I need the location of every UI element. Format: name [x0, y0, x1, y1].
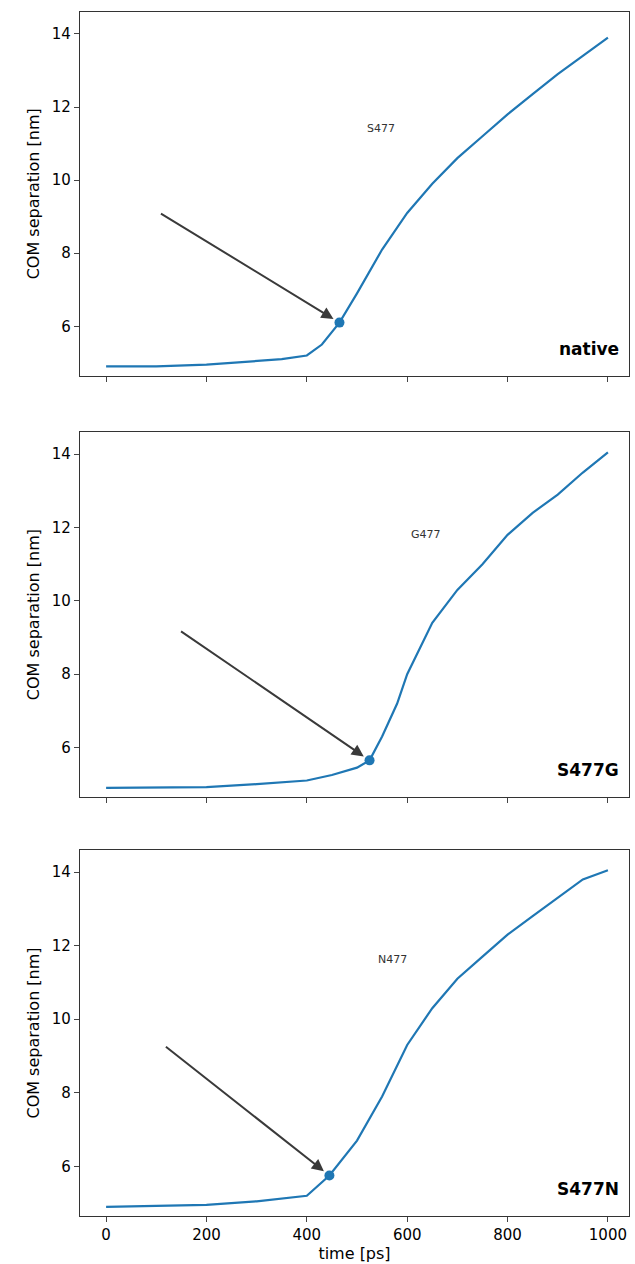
svg-text:14: 14: [52, 25, 71, 43]
svg-text:6: 6: [61, 1158, 71, 1176]
svg-text:native: native: [559, 339, 619, 359]
svg-text:1000: 1000: [589, 1226, 627, 1244]
svg-text:6: 6: [61, 318, 71, 336]
svg-text:14: 14: [52, 863, 71, 881]
svg-text:8: 8: [61, 1084, 71, 1102]
svg-text:10: 10: [52, 171, 71, 189]
svg-text:COM separation [nm]: COM separation [nm]: [24, 529, 43, 700]
svg-text:S477N: S477N: [557, 1179, 619, 1199]
svg-text:G477: G477: [411, 528, 441, 541]
svg-text:14: 14: [52, 445, 71, 463]
svg-text:8: 8: [61, 665, 71, 683]
svg-text:12: 12: [52, 937, 71, 955]
svg-text:12: 12: [52, 519, 71, 537]
svg-text:N477: N477: [378, 953, 407, 966]
svg-text:time [ps]: time [ps]: [318, 1244, 390, 1263]
svg-text:COM separation [nm]: COM separation [nm]: [24, 108, 43, 279]
svg-text:S477G: S477G: [557, 760, 619, 780]
svg-text:800: 800: [493, 1226, 522, 1244]
svg-text:12: 12: [52, 98, 71, 116]
svg-text:0: 0: [101, 1226, 111, 1244]
svg-text:200: 200: [192, 1226, 221, 1244]
svg-text:10: 10: [52, 1010, 71, 1028]
svg-text:10: 10: [52, 592, 71, 610]
svg-text:8: 8: [61, 244, 71, 262]
svg-text:S477: S477: [367, 122, 395, 135]
svg-text:400: 400: [293, 1226, 322, 1244]
svg-text:600: 600: [393, 1226, 422, 1244]
svg-text:COM separation [nm]: COM separation [nm]: [24, 947, 43, 1118]
svg-text:6: 6: [61, 739, 71, 757]
